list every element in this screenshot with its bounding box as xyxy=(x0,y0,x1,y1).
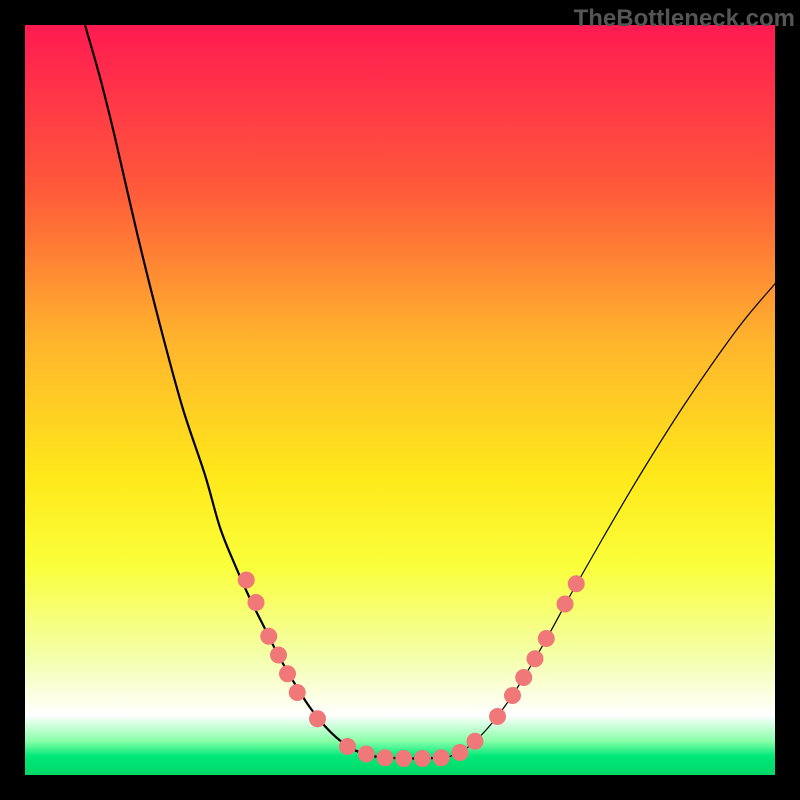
marker-point xyxy=(452,745,468,761)
marker-point xyxy=(358,746,374,762)
marker-point xyxy=(505,688,521,704)
marker-point xyxy=(490,709,506,725)
marker-point xyxy=(433,750,449,766)
marker-point xyxy=(415,751,431,767)
marker-point xyxy=(396,751,412,767)
marker-point xyxy=(310,711,326,727)
marker-point xyxy=(467,733,483,749)
marker-point xyxy=(568,576,584,592)
marker-point xyxy=(340,739,356,755)
marker-point xyxy=(516,670,532,686)
bottleneck-chart-svg xyxy=(0,0,800,800)
marker-point xyxy=(557,596,573,612)
watermark-text: TheBottleneck.com xyxy=(574,5,795,33)
marker-point xyxy=(280,666,296,682)
gradient-plot-area xyxy=(25,25,775,775)
marker-point xyxy=(261,628,277,644)
marker-point xyxy=(538,631,554,647)
marker-point xyxy=(238,572,254,588)
marker-point xyxy=(271,647,287,663)
chart-wrap: TheBottleneck.com xyxy=(0,0,800,800)
marker-point xyxy=(248,595,264,611)
marker-point xyxy=(289,685,305,701)
marker-point xyxy=(377,750,393,766)
marker-point xyxy=(527,651,543,667)
